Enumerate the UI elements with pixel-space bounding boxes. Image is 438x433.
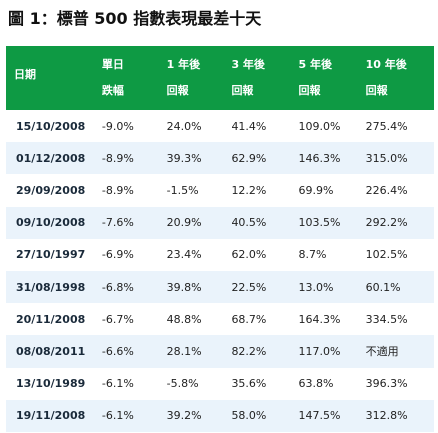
cell-daily-drop: -9.0% xyxy=(101,119,134,133)
cell-5y-return: 146.3% xyxy=(290,142,358,175)
table-row: 01/12/2008 -8.9% 39.3% 62.9% 146.3% 315.… xyxy=(6,142,434,175)
cell-10y-return: 396.3% xyxy=(365,377,408,391)
cell-1y-return: 39.2% xyxy=(158,399,224,432)
cell-5y-return: 147.5% xyxy=(290,399,358,432)
table-row: 19/11/2008 -6.1% 39.2% 58.0% 147.5% 312.… xyxy=(6,399,434,432)
cell-10y-return: 226.4% xyxy=(365,183,408,197)
cell-10y-return: 334.5% xyxy=(365,312,408,326)
cell-date: 08/08/2011 xyxy=(6,335,94,368)
cell-date: 27/10/1997 xyxy=(16,248,86,262)
table-title: 圖 1：標普 500 指數表現最差十天 xyxy=(8,9,262,28)
cell-daily-drop: -6.7% xyxy=(101,312,134,326)
header-5y-line1: 5 年後 xyxy=(298,58,332,71)
cell-1y-return: 23.4% xyxy=(166,248,202,262)
header-10y-line2: 回報 xyxy=(365,84,388,97)
cell-1y-return: -5.8% xyxy=(166,377,199,391)
header-5y-return: 5 年後回報 xyxy=(290,46,358,110)
table-row: 09/10/2008 -7.6% 20.9% 40.5% 103.5% 292.… xyxy=(6,206,434,239)
table-row: 15/10/2008 -9.0% 24.0% 41.4% 109.0% 275.… xyxy=(6,110,434,142)
cell-1y-return: 48.8% xyxy=(166,312,202,326)
cell-10y-return: 275.4% xyxy=(365,119,408,133)
cell-1y-return: 24.0% xyxy=(166,119,202,133)
cell-3y-return: 12.2% xyxy=(231,183,267,197)
table-row: 27/10/1997 -6.9% 23.4% 62.0% 8.7% 102.5% xyxy=(6,239,434,271)
header-10y-line1: 10 年後 xyxy=(365,58,407,71)
header-3y-line2: 回報 xyxy=(231,84,254,97)
cell-5y-return: 164.3% xyxy=(298,312,341,326)
header-1y-return: 1 年後回報 xyxy=(158,46,224,110)
cell-3y-return: 62.9% xyxy=(223,142,291,175)
cell-daily-drop: -6.1% xyxy=(93,399,159,432)
cell-5y-return: 117.0% xyxy=(290,335,358,368)
table-row: 13/10/1989 -6.1% -5.8% 35.6% 63.8% 396.3… xyxy=(6,368,434,400)
header-10y-return: 10 年後回報 xyxy=(357,46,434,110)
table-body: 15/10/2008 -9.0% 24.0% 41.4% 109.0% 275.… xyxy=(6,110,434,432)
header-date: 日期 xyxy=(6,46,94,110)
cell-date: 19/11/2008 xyxy=(6,399,94,432)
cell-daily-drop: -8.9% xyxy=(93,142,159,175)
header-3y-line1: 3 年後 xyxy=(231,58,265,71)
header-daily-drop-line1: 單日 xyxy=(101,58,124,71)
header-1y-line2: 回報 xyxy=(166,84,189,97)
table-header: 日期 單日跌幅 1 年後回報 3 年後回報 5 年後回報 10 年後回報 xyxy=(6,46,434,110)
cell-3y-return: 35.6% xyxy=(231,377,267,391)
header-3y-return: 3 年後回報 xyxy=(223,46,291,110)
cell-date: 13/10/1989 xyxy=(16,377,86,391)
cell-10y-return: 292.2% xyxy=(357,206,434,239)
cell-3y-return: 58.0% xyxy=(223,399,291,432)
header-5y-line2: 回報 xyxy=(298,84,321,97)
cell-10y-return: 不適用 xyxy=(357,335,434,368)
cell-10y-return: 60.1% xyxy=(357,270,434,304)
cell-5y-return: 103.5% xyxy=(290,206,358,239)
cell-5y-return: 69.9% xyxy=(298,183,334,197)
cell-date: 31/08/1998 xyxy=(6,270,94,304)
cell-daily-drop: -6.1% xyxy=(101,377,134,391)
cell-3y-return: 22.5% xyxy=(223,270,291,304)
cell-10y-return: 315.0% xyxy=(357,142,434,175)
cell-1y-return: 20.9% xyxy=(158,206,224,239)
cell-date: 01/12/2008 xyxy=(6,142,94,175)
cell-1y-return: 39.8% xyxy=(158,270,224,304)
cell-10y-return: 312.8% xyxy=(357,399,434,432)
cell-3y-return: 82.2% xyxy=(223,335,291,368)
cell-daily-drop: -6.8% xyxy=(93,270,159,304)
cell-date: 20/11/2008 xyxy=(16,312,86,326)
cell-date: 29/09/2008 xyxy=(16,183,86,197)
table-row: 31/08/1998 -6.8% 39.8% 22.5% 13.0% 60.1% xyxy=(6,270,434,304)
cell-1y-return: 39.3% xyxy=(158,142,224,175)
header-daily-drop-line2: 跌幅 xyxy=(101,84,124,97)
cell-3y-return: 68.7% xyxy=(231,312,267,326)
cell-date: 09/10/2008 xyxy=(6,206,94,239)
worst-days-table: 日期 單日跌幅 1 年後回報 3 年後回報 5 年後回報 10 年後回報 15/… xyxy=(6,46,434,432)
cell-3y-return: 41.4% xyxy=(231,119,267,133)
table-row: 29/09/2008 -8.9% -1.5% 12.2% 69.9% 226.4… xyxy=(6,174,434,206)
cell-1y-return: 28.1% xyxy=(158,335,224,368)
cell-3y-return: 62.0% xyxy=(231,248,267,262)
cell-10y-return: 102.5% xyxy=(365,248,408,262)
cell-date: 15/10/2008 xyxy=(16,119,86,133)
cell-3y-return: 40.5% xyxy=(223,206,291,239)
cell-5y-return: 63.8% xyxy=(298,377,334,391)
cell-5y-return: 13.0% xyxy=(290,270,358,304)
table-row: 08/08/2011 -6.6% 28.1% 82.2% 117.0% 不適用 xyxy=(6,335,434,368)
cell-daily-drop: -6.9% xyxy=(101,248,134,262)
cell-daily-drop: -8.9% xyxy=(101,183,134,197)
header-date-label: 日期 xyxy=(14,68,36,81)
header-1y-line1: 1 年後 xyxy=(166,58,201,71)
cell-1y-return: -1.5% xyxy=(166,183,199,197)
cell-5y-return: 109.0% xyxy=(298,119,341,133)
table-row: 20/11/2008 -6.7% 48.8% 68.7% 164.3% 334.… xyxy=(6,303,434,335)
cell-5y-return: 8.7% xyxy=(298,248,327,262)
cell-daily-drop: -6.6% xyxy=(93,335,159,368)
header-daily-drop: 單日 跌幅 xyxy=(93,46,159,110)
cell-daily-drop: -7.6% xyxy=(93,206,159,239)
